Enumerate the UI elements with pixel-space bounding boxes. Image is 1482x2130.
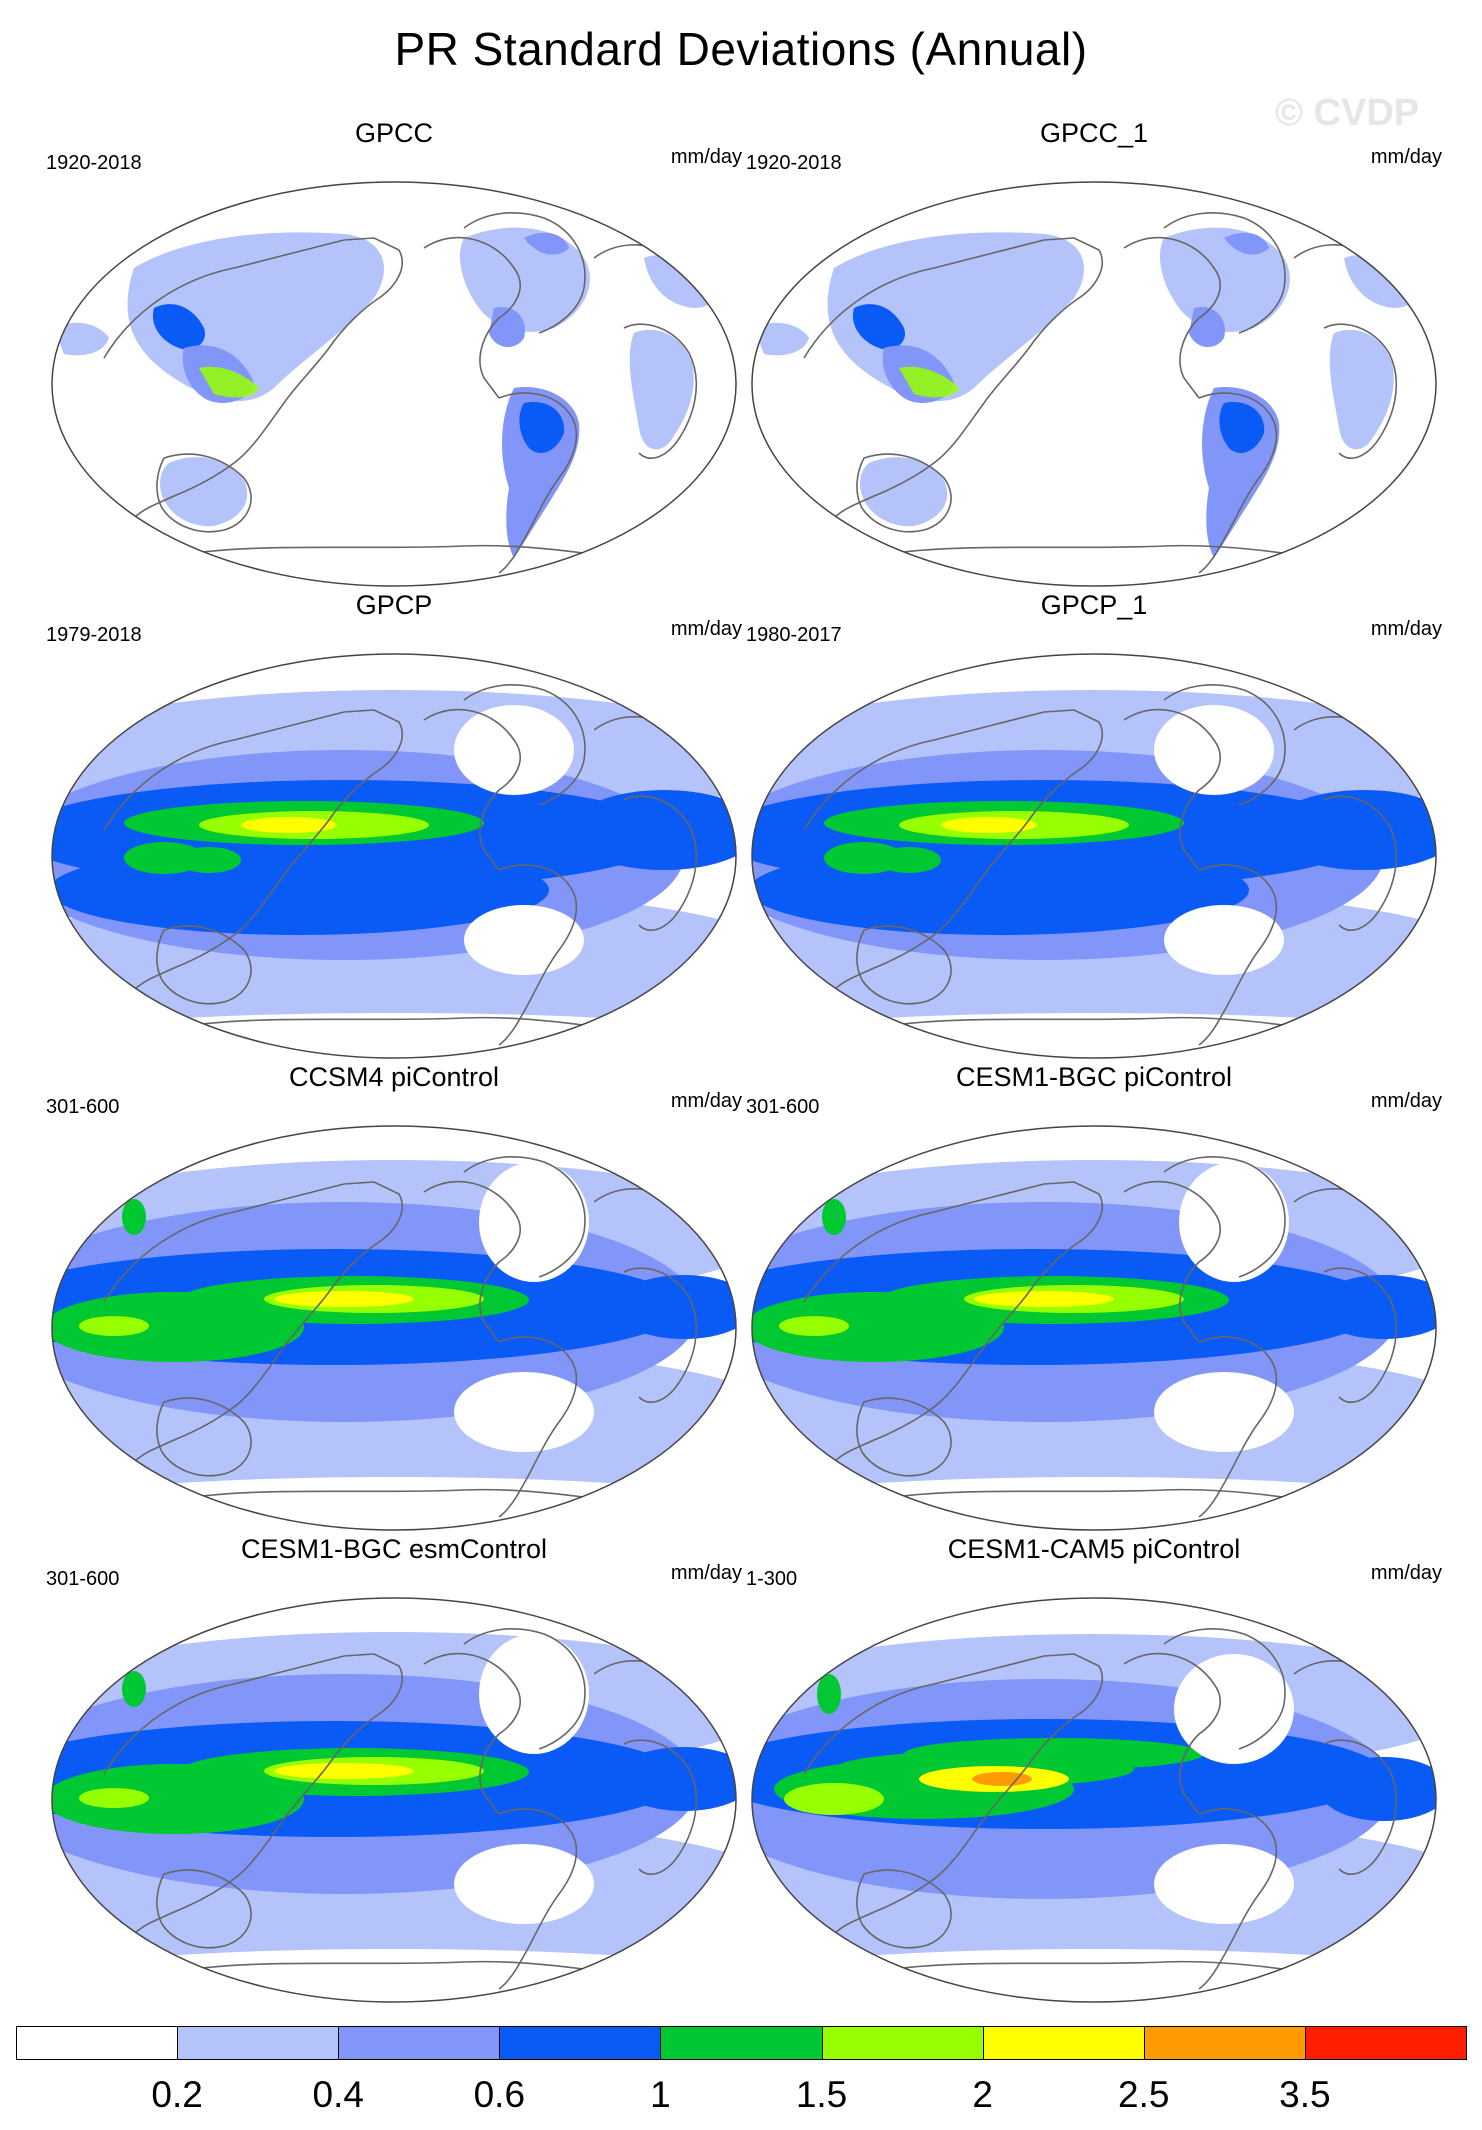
panel-period: 1920-2018	[46, 152, 142, 174]
colorbar-label: 2.5	[1118, 2074, 1170, 2115]
colorbar-label: 0.2	[151, 2074, 203, 2115]
world-map	[51, 181, 737, 587]
colorbar-box	[177, 2026, 340, 2060]
precip-field	[752, 182, 1436, 586]
colorbar-box	[1304, 2026, 1467, 2060]
map-border	[751, 653, 1437, 1059]
panel-units: mm/day	[670, 618, 742, 640]
world-map	[751, 1125, 1437, 1531]
colorbar-box	[982, 2026, 1145, 2060]
map-border	[51, 1597, 737, 2003]
panel-title: CESM1-CAM5 piControl	[947, 1534, 1241, 1564]
panel-title: GPCP	[355, 590, 433, 620]
precip-field	[52, 1126, 736, 1530]
panel-units: mm/day	[1370, 146, 1442, 168]
panel-period: 1979-2018	[46, 624, 142, 646]
panel-title: GPCC	[354, 118, 433, 148]
map-panel: CCSM4 piControl 301-600 mm/day	[44, 1062, 744, 1532]
colorbar-box	[821, 2026, 984, 2060]
panel-units: mm/day	[1370, 1562, 1442, 1584]
map-border	[51, 653, 737, 1059]
precip-field	[752, 1126, 1436, 1530]
colorbar-box	[499, 2026, 662, 2060]
map-panel: GPCC_1 1920-2018 mm/day	[744, 118, 1444, 588]
precip-field	[752, 654, 1436, 1058]
colorbar-label: 0.4	[312, 2074, 364, 2115]
map-panel: CESM1-BGC piControl 301-600 mm/day	[744, 1062, 1444, 1532]
panel-period: 1-300	[746, 1568, 798, 1590]
colorbar: 0.2 0.4 0.6 1 1.5 2 2.5 3.5	[16, 2026, 1467, 2126]
world-map	[51, 1125, 737, 1531]
panel-title: GPCC_1	[1039, 118, 1149, 148]
world-map	[751, 653, 1437, 1059]
map-panel: CESM1-CAM5 piControl 1-300 mm/day	[744, 1534, 1444, 2004]
map-border	[751, 181, 1437, 587]
panel-title: CCSM4 piControl	[288, 1062, 500, 1092]
panel-period: 1980-2017	[746, 624, 842, 646]
panel-period: 301-600	[46, 1568, 120, 1590]
colorbar-box	[16, 2026, 179, 2060]
figure-title: PR Standard Deviations (Annual)	[394, 23, 1088, 75]
panel-units: mm/day	[670, 146, 742, 168]
panel-period: 1920-2018	[746, 152, 842, 174]
precip-field	[52, 1598, 736, 2002]
panel-title: CESM1-BGC esmControl	[240, 1534, 548, 1564]
precip-field	[752, 1598, 1436, 2002]
panel-units: mm/day	[1370, 1090, 1442, 1112]
colorbar-label: 1.5	[795, 2074, 848, 2115]
colorbar-box	[660, 2026, 823, 2060]
colorbar-box	[1143, 2026, 1306, 2060]
panel-units: mm/day	[670, 1562, 742, 1584]
world-map	[51, 1597, 737, 2003]
panel-title: GPCP_1	[1040, 590, 1148, 620]
map-border	[751, 1597, 1437, 2003]
colorbar-label: 3.5	[1279, 2074, 1331, 2115]
precip-field	[52, 654, 736, 1058]
precip-field	[52, 182, 736, 586]
map-panel: GPCC 1920-2018 mm/day	[44, 118, 744, 588]
panel-period: 301-600	[46, 1096, 120, 1118]
watermark-text: © CVDP	[1275, 92, 1420, 134]
map-border	[51, 1125, 737, 1531]
colorbar-label: 2	[972, 2074, 993, 2115]
colorbar-box	[338, 2026, 501, 2060]
panel-units: mm/day	[1370, 618, 1442, 640]
map-panel: GPCP_1 1980-2017 mm/day	[744, 590, 1444, 1060]
panel-units: mm/day	[670, 1090, 742, 1112]
world-map	[51, 653, 737, 1059]
panel-title: CESM1-BGC piControl	[955, 1062, 1233, 1092]
map-panel: CESM1-BGC esmControl 301-600 mm/day	[44, 1534, 744, 2004]
map-border	[751, 1125, 1437, 1531]
map-border	[51, 181, 737, 587]
panel-period: 301-600	[746, 1096, 820, 1118]
world-map	[751, 181, 1437, 587]
colorbar-label: 1	[650, 2074, 671, 2115]
map-panel: GPCP 1979-2018 mm/day	[44, 590, 744, 1060]
world-map	[751, 1597, 1437, 2003]
colorbar-label: 0.6	[473, 2074, 526, 2115]
